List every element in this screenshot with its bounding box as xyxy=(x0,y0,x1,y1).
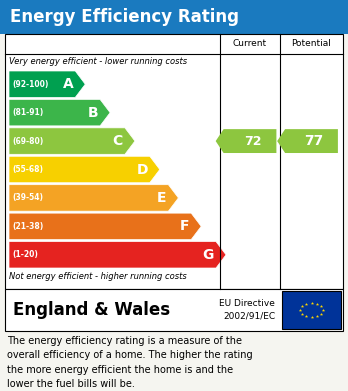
Text: (81-91): (81-91) xyxy=(12,108,43,117)
Text: E: E xyxy=(157,191,166,205)
Text: (39-54): (39-54) xyxy=(12,194,43,203)
Text: A: A xyxy=(63,77,73,91)
Text: England & Wales: England & Wales xyxy=(13,301,170,319)
Text: F: F xyxy=(180,219,189,233)
Text: (1-20): (1-20) xyxy=(12,250,38,259)
Text: The energy efficiency rating is a measure of the
overall efficiency of a home. T: The energy efficiency rating is a measur… xyxy=(7,336,253,389)
Polygon shape xyxy=(9,213,201,240)
Text: B: B xyxy=(87,106,98,120)
Bar xyxy=(5,289,343,331)
Bar xyxy=(282,291,341,329)
Polygon shape xyxy=(9,185,179,211)
Text: D: D xyxy=(136,163,148,176)
Text: C: C xyxy=(113,134,123,148)
Polygon shape xyxy=(9,99,110,126)
Text: 72: 72 xyxy=(244,135,261,147)
Text: (55-68): (55-68) xyxy=(12,165,43,174)
Text: (21-38): (21-38) xyxy=(12,222,43,231)
Bar xyxy=(0,0,348,34)
Text: Energy Efficiency Rating: Energy Efficiency Rating xyxy=(10,8,239,26)
Polygon shape xyxy=(216,129,276,153)
Text: Current: Current xyxy=(233,39,267,48)
Polygon shape xyxy=(9,128,135,154)
Text: G: G xyxy=(203,248,214,262)
Text: Potential: Potential xyxy=(292,39,331,48)
Text: Very energy efficient - lower running costs: Very energy efficient - lower running co… xyxy=(9,57,187,66)
Polygon shape xyxy=(9,242,226,268)
Polygon shape xyxy=(9,71,85,97)
Bar xyxy=(5,34,343,289)
Text: Not energy efficient - higher running costs: Not energy efficient - higher running co… xyxy=(9,272,187,281)
Polygon shape xyxy=(9,156,160,183)
Text: EU Directive
2002/91/EC: EU Directive 2002/91/EC xyxy=(219,299,275,321)
Text: (92-100): (92-100) xyxy=(12,80,48,89)
Text: (69-80): (69-80) xyxy=(12,136,43,145)
Text: 77: 77 xyxy=(304,134,324,148)
Polygon shape xyxy=(277,129,338,153)
